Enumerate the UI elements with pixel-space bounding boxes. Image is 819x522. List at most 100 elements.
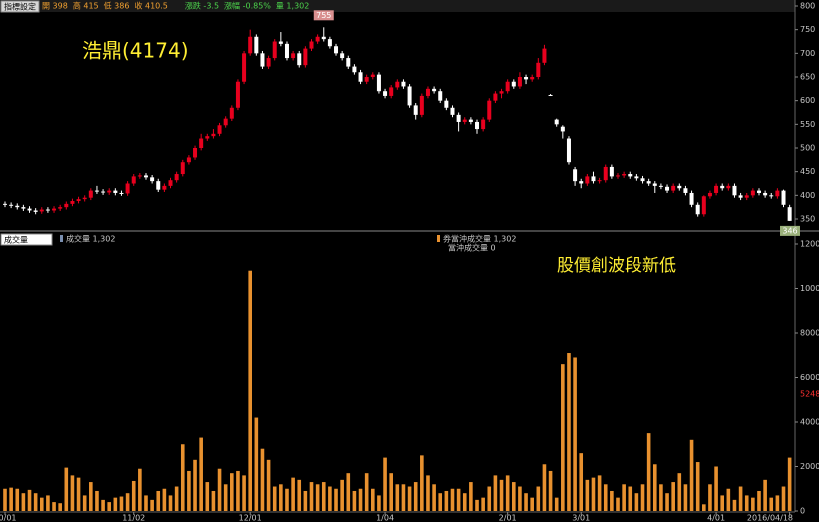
volume-bar xyxy=(622,484,626,511)
volume-selector-label[interactable]: 成交量 xyxy=(4,235,28,245)
candle-body xyxy=(738,195,743,198)
volume-bar xyxy=(125,493,130,511)
volume-bar xyxy=(395,484,400,511)
candle-body xyxy=(456,114,461,122)
candle-body xyxy=(321,36,326,40)
volume-bar xyxy=(119,496,124,511)
volume-bar xyxy=(720,495,725,511)
candle-body xyxy=(775,190,780,197)
volume-bar xyxy=(689,439,694,511)
volume-bar xyxy=(168,495,173,511)
volume-bar xyxy=(438,493,443,511)
y-tick-label: 500 xyxy=(800,144,815,153)
volume-bar xyxy=(597,475,602,511)
candle-body xyxy=(726,185,731,189)
volume-bar xyxy=(401,484,406,511)
candle-body xyxy=(70,201,75,204)
legend-label: 券當沖成交量 1,302 xyxy=(443,234,516,244)
volume-bar xyxy=(89,482,93,511)
candle-body xyxy=(143,175,148,178)
candle-body xyxy=(266,58,271,67)
candle-body xyxy=(517,77,522,87)
candle-body xyxy=(536,62,541,77)
candle-body xyxy=(229,107,234,119)
legend-swatch xyxy=(60,235,63,242)
volume-tick-label: 8000 xyxy=(800,329,819,338)
candle-body xyxy=(27,208,32,211)
candle-body xyxy=(493,93,498,101)
legend-swatch xyxy=(437,235,440,242)
candle-body xyxy=(468,119,473,122)
candle-body xyxy=(671,185,676,191)
volume-bar xyxy=(738,486,743,511)
candle-body xyxy=(334,46,339,54)
volume-bar xyxy=(144,495,148,511)
volume-bar xyxy=(591,477,596,511)
volume-bar xyxy=(413,482,418,511)
volume-bar xyxy=(58,503,62,511)
volume-bar xyxy=(493,475,498,511)
candle-body xyxy=(622,174,627,176)
candle-body xyxy=(113,190,118,193)
candle-body xyxy=(82,197,87,200)
volume-selector[interactable] xyxy=(0,233,53,246)
volume-bar xyxy=(518,486,522,511)
toolbar-button[interactable] xyxy=(0,0,40,13)
volume-bar xyxy=(511,482,516,511)
volume-bar xyxy=(52,502,56,511)
y-tick-label: 800 xyxy=(800,2,815,11)
volume-bar xyxy=(279,484,283,511)
volume-bar xyxy=(371,488,375,511)
candle-body xyxy=(376,74,381,92)
candle-body xyxy=(714,185,719,193)
candle-body xyxy=(640,178,645,182)
candle-body xyxy=(475,121,480,130)
candle-body xyxy=(76,199,81,202)
legend-label: 成交量 1,302 xyxy=(66,234,115,244)
volume-bar xyxy=(76,477,81,511)
candle-body xyxy=(199,138,204,148)
volume-marker: 5248 xyxy=(800,390,819,399)
volume-bar xyxy=(328,486,332,511)
volume-bar xyxy=(530,497,534,511)
candle-body xyxy=(450,107,455,115)
volume-bar xyxy=(377,495,381,511)
volume-bar xyxy=(683,484,688,511)
volume-bar xyxy=(524,493,528,511)
volume-note: 當沖成交量 0 xyxy=(448,243,496,253)
volume-bar xyxy=(358,488,363,511)
info-price: 收 410.5 xyxy=(134,1,167,11)
volume-bar xyxy=(193,459,197,511)
candle-body xyxy=(462,119,467,122)
y-tick-label: 350 xyxy=(800,215,815,224)
x-tick-label: 11/02 xyxy=(122,514,145,522)
volume-bar xyxy=(101,499,105,511)
volume-bar xyxy=(769,497,774,511)
candle-body xyxy=(560,126,565,132)
x-tick-label: 3/01 xyxy=(572,514,590,522)
y-tick-label: 600 xyxy=(800,96,815,105)
candle-body xyxy=(291,53,296,59)
volume-bar xyxy=(39,497,44,511)
candle-body xyxy=(107,190,112,193)
toolbar-button-label[interactable]: 指標設定 xyxy=(4,2,36,12)
volume-bar xyxy=(567,353,571,511)
volume-bar xyxy=(536,486,541,511)
info-bar xyxy=(0,0,795,12)
volume-bar xyxy=(579,453,584,511)
candle-body xyxy=(395,81,400,88)
volume-bar xyxy=(652,464,657,511)
candle-body xyxy=(432,88,437,92)
volume-bar xyxy=(95,490,99,511)
volume-bar xyxy=(107,502,112,511)
volume-bar xyxy=(113,497,118,511)
candle-body xyxy=(652,183,657,186)
volume-bar xyxy=(156,490,161,511)
candle-body xyxy=(45,209,50,211)
candle-body xyxy=(548,94,553,96)
volume-bar xyxy=(665,493,669,511)
candle-body xyxy=(658,185,663,187)
volume-bar xyxy=(646,433,651,511)
